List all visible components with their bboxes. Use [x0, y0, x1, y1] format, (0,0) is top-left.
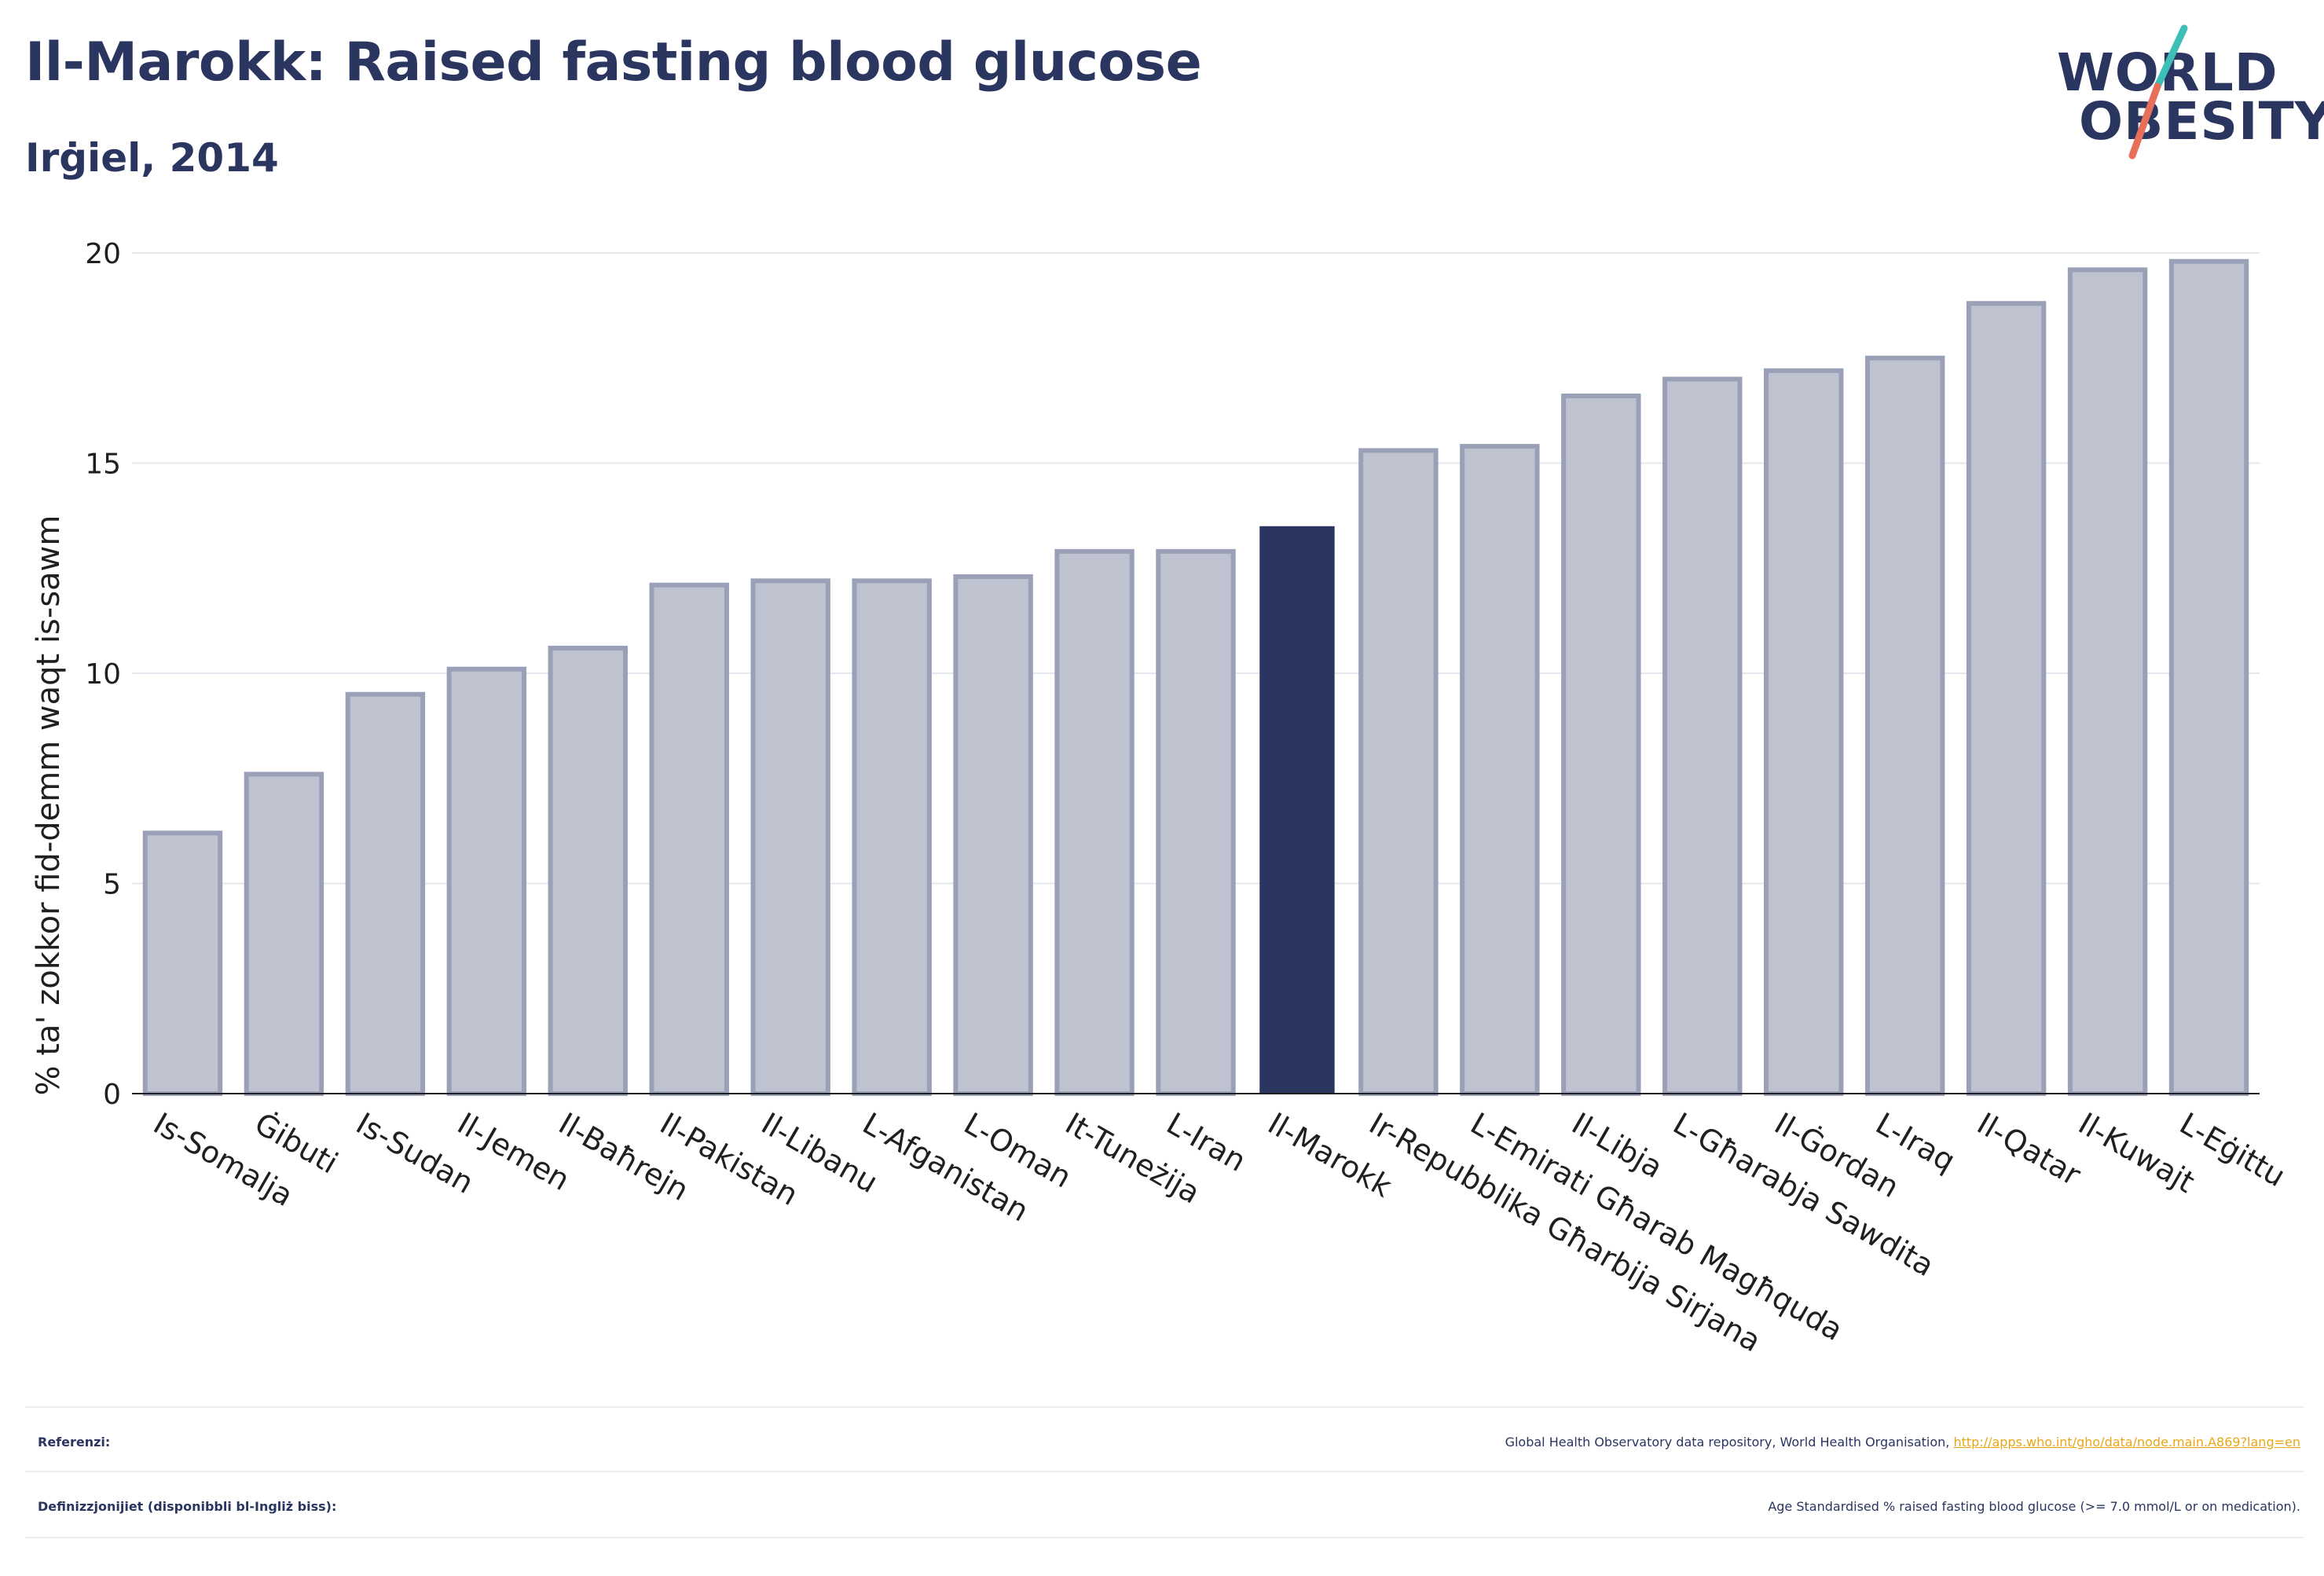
bar-default — [1864, 355, 1945, 1096]
chart-subtitle: Irġiel, 2014 — [25, 135, 279, 181]
definitions-label: Definizzjonijiet (disponibbli bl-Ingliż … — [38, 1498, 337, 1514]
logo-line-2: OBESITY — [2079, 91, 2324, 152]
footer-definitions-row: Definizzjonijiet (disponibbli bl-Ingliż … — [25, 1475, 2304, 1538]
bar-default — [2067, 267, 2148, 1096]
footer-divider-bottom — [25, 1537, 2304, 1538]
bar-default — [649, 582, 729, 1096]
references-link[interactable]: http://apps.who.int/gho/data/node.main.A… — [1953, 1434, 2300, 1450]
bar-default — [1764, 368, 1844, 1096]
y-tick-label: 15 — [85, 449, 121, 481]
references-label: Referenzi: — [38, 1434, 111, 1450]
bar-default — [953, 574, 1033, 1096]
bar-default — [1156, 548, 1236, 1096]
references-value: Global Health Observatory data repositor… — [1505, 1435, 2304, 1450]
references-text: Global Health Observatory data repositor… — [1505, 1434, 1954, 1450]
y-tick-label: 10 — [85, 658, 121, 691]
bar-default — [1358, 448, 1439, 1096]
footer-divider-top — [25, 1406, 2304, 1408]
bar-default — [1460, 444, 1540, 1096]
bar-default — [244, 772, 324, 1097]
footer-references-row: Referenzi: Global Health Observatory dat… — [25, 1410, 2304, 1473]
footer-divider-middle — [25, 1471, 2304, 1472]
bar-default — [750, 578, 830, 1096]
bar-default — [852, 578, 932, 1096]
bars — [142, 258, 2249, 1097]
bar-highlighted — [1259, 526, 1335, 1094]
bar-default — [548, 645, 628, 1096]
bar-default — [2168, 258, 2249, 1097]
definitions-value: Age Standardised % raised fasting blood … — [1768, 1498, 2300, 1514]
x-tick-label: Il-Qatar — [1971, 1106, 2087, 1193]
chart-title: Il-Marokk: Raised fasting blood glucose — [25, 31, 1202, 93]
y-tick-label: 0 — [103, 1079, 121, 1111]
bar-default — [1966, 301, 2047, 1096]
y-tick-label: 20 — [85, 238, 121, 270]
logo-slash-icon — [2128, 24, 2188, 159]
bar-default — [345, 691, 426, 1096]
y-tick-label: 5 — [103, 869, 121, 901]
bar-default — [1561, 393, 1641, 1096]
bar-default — [142, 830, 223, 1097]
y-axis-ticks: 0 5 10 15 20 — [85, 238, 121, 1111]
bar-default — [446, 666, 527, 1096]
world-obesity-logo: WORLD OBESITY — [2057, 24, 2324, 165]
x-tick-label: Il-Kuwajt — [2073, 1106, 2201, 1200]
bar-default — [1662, 376, 1743, 1096]
bar-default — [1054, 548, 1135, 1096]
